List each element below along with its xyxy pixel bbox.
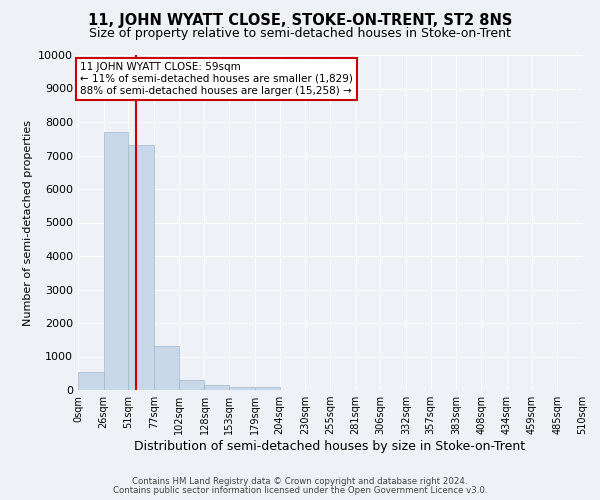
Bar (255, 388, 280, 390)
Bar (205, 385, 229, 390)
Bar (179, 380, 205, 390)
Bar (154, 346, 179, 390)
Bar (104, 132, 128, 390)
Y-axis label: Number of semi-detached properties: Number of semi-detached properties (23, 120, 32, 326)
Text: Size of property relative to semi-detached houses in Stoke-on-Trent: Size of property relative to semi-detach… (89, 28, 511, 40)
Text: 11 JOHN WYATT CLOSE: 59sqm
← 11% of semi-detached houses are smaller (1,829)
88%: 11 JOHN WYATT CLOSE: 59sqm ← 11% of semi… (80, 62, 353, 96)
Bar (78, 372, 104, 390)
Bar (128, 146, 154, 390)
Text: 11, JOHN WYATT CLOSE, STOKE-ON-TRENT, ST2 8NS: 11, JOHN WYATT CLOSE, STOKE-ON-TRENT, ST… (88, 12, 512, 28)
Bar (229, 388, 255, 390)
Text: Contains HM Land Registry data © Crown copyright and database right 2024.: Contains HM Land Registry data © Crown c… (132, 477, 468, 486)
X-axis label: Distribution of semi-detached houses by size in Stoke-on-Trent: Distribution of semi-detached houses by … (134, 440, 526, 453)
Text: Contains public sector information licensed under the Open Government Licence v3: Contains public sector information licen… (113, 486, 487, 495)
